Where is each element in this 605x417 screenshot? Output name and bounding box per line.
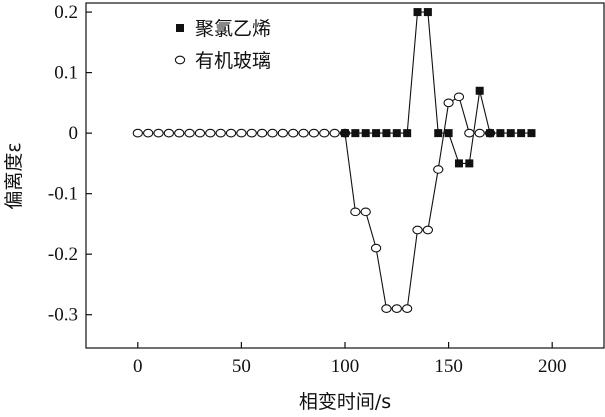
x-tick-label: 200 xyxy=(538,356,567,377)
x-tick-label: 0 xyxy=(133,356,143,377)
series-line-1 xyxy=(137,95,490,310)
data-point-circle xyxy=(288,128,299,138)
series-markers xyxy=(132,8,536,314)
data-point-circle xyxy=(350,207,361,217)
y-tick-label: 0.2 xyxy=(54,2,78,23)
x-tick-label: 100 xyxy=(331,356,360,377)
data-point-circle xyxy=(236,128,247,138)
data-point-square xyxy=(372,129,381,138)
y-axis-label: 偏离度ε xyxy=(3,142,25,209)
y-tick-label: 0.1 xyxy=(54,63,78,84)
data-point-square xyxy=(361,129,370,138)
legend-marker-circle xyxy=(174,55,186,65)
data-point-circle xyxy=(256,128,268,138)
data-point-square xyxy=(341,129,349,138)
data-point-square xyxy=(434,129,443,138)
data-point-square xyxy=(403,129,412,138)
data-point-circle xyxy=(329,128,340,138)
data-point-circle xyxy=(381,304,392,314)
data-point-circle xyxy=(174,128,185,138)
data-point-circle xyxy=(163,128,175,138)
y-tick-label: -0.2 xyxy=(48,244,78,265)
data-point-circle xyxy=(308,128,320,138)
data-point-circle xyxy=(402,304,413,314)
data-point-square xyxy=(465,159,474,168)
x-tick-label: 150 xyxy=(434,356,463,377)
data-point-circle xyxy=(215,128,226,138)
data-point-square xyxy=(413,8,422,17)
data-point-circle xyxy=(153,128,164,138)
data-point-circle xyxy=(319,128,330,138)
data-point-square xyxy=(392,129,401,138)
data-point-square xyxy=(454,159,463,168)
data-point-square xyxy=(423,8,432,17)
data-point-circle xyxy=(194,128,206,138)
data-point-square xyxy=(517,129,526,138)
data-point-circle xyxy=(370,243,382,253)
plot-frame xyxy=(85,2,605,349)
data-point-circle xyxy=(132,128,143,138)
data-point-square xyxy=(351,129,360,138)
data-point-circle xyxy=(360,207,371,217)
data-point-circle xyxy=(412,225,423,235)
data-point-circle xyxy=(143,128,154,138)
y-axis-ticks: -0.3 -0.2 -0.1 0 0.1 0.2 xyxy=(48,2,92,326)
data-point-square xyxy=(506,129,515,138)
data-point-circle xyxy=(298,128,309,138)
legend-label: 聚氯乙烯 xyxy=(195,18,271,40)
data-point-square xyxy=(486,129,495,138)
data-point-circle xyxy=(422,225,434,235)
data-point-circle xyxy=(184,128,195,138)
x-axis-ticks: 0 50 100 150 200 xyxy=(133,342,566,377)
series-line-0 xyxy=(345,11,532,164)
data-point-square xyxy=(444,129,453,138)
data-point-circle xyxy=(391,304,402,314)
data-point-square xyxy=(382,129,391,138)
data-point-square xyxy=(475,86,484,95)
y-tick-label: -0.3 xyxy=(48,305,78,326)
data-point-square xyxy=(527,129,536,138)
legend-marker-square xyxy=(176,24,184,32)
legend-label: 有机玻璃 xyxy=(195,50,271,72)
x-tick-label: 50 xyxy=(232,356,251,377)
data-point-circle xyxy=(277,128,288,138)
x-axis-label: 相变时间/s xyxy=(299,391,391,413)
data-point-circle xyxy=(433,165,444,174)
y-tick-label: -0.1 xyxy=(48,184,78,205)
data-point-circle xyxy=(205,128,216,138)
data-point-square xyxy=(496,129,505,138)
data-point-circle xyxy=(225,128,237,138)
data-point-circle xyxy=(246,128,257,138)
data-point-circle xyxy=(443,98,454,108)
data-point-circle xyxy=(453,92,465,102)
data-point-circle xyxy=(474,128,485,138)
y-tick-label: 0 xyxy=(69,123,79,144)
data-point-circle xyxy=(267,128,278,138)
data-point-circle xyxy=(464,128,475,138)
